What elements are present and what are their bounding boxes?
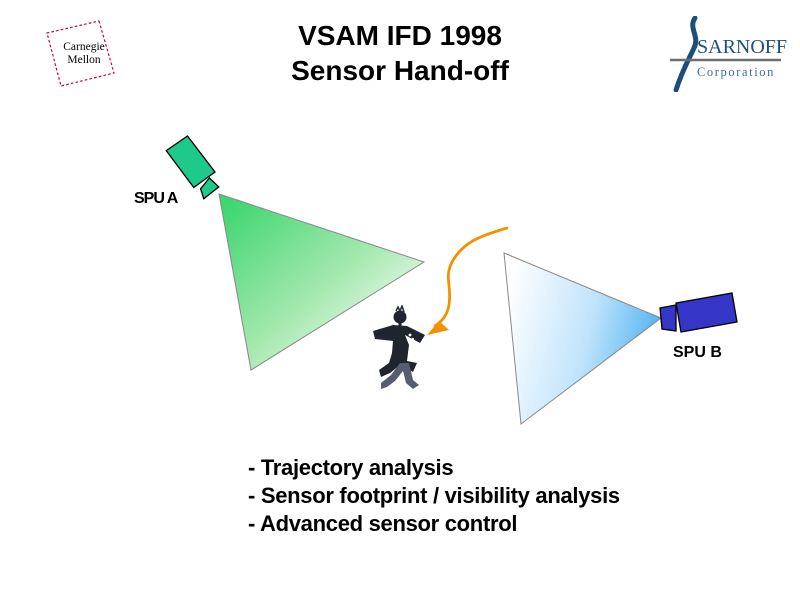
- svg-text:SARNOFF: SARNOFF: [697, 36, 787, 58]
- svg-text:Corporation: Corporation: [697, 65, 775, 79]
